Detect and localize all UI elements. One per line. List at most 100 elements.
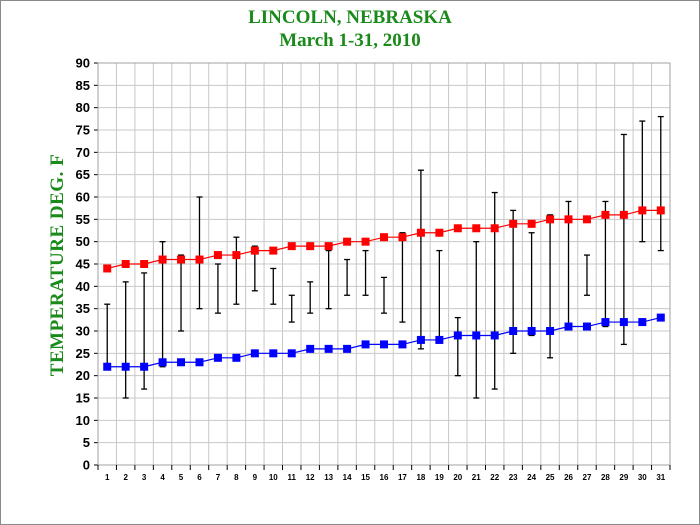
x-tick-label: 7	[216, 473, 221, 482]
x-tick-label: 21	[472, 473, 481, 482]
y-tick-label: 75	[76, 123, 90, 138]
observed-range-bar	[417, 169, 424, 350]
series-point	[250, 246, 259, 255]
x-tick-label: 5	[179, 473, 184, 482]
series-point	[343, 344, 352, 353]
y-tick-label: 60	[76, 190, 90, 205]
series-point	[306, 242, 315, 251]
series-lines	[103, 206, 665, 371]
series-point	[195, 255, 204, 264]
series-point	[269, 246, 278, 255]
series-point	[509, 327, 518, 335]
series-point	[582, 322, 591, 331]
x-tick-label: 14	[343, 473, 352, 482]
series-point	[416, 228, 425, 237]
y-tick-label: 10	[76, 413, 90, 428]
series-red	[103, 206, 665, 273]
series-point	[398, 340, 407, 349]
series-point	[638, 318, 647, 327]
y-tick-label: 80	[76, 100, 90, 115]
observed-range-bar	[233, 236, 240, 305]
series-point	[601, 318, 610, 327]
y-tick-label: 90	[76, 56, 90, 71]
x-tick-label: 10	[269, 473, 278, 482]
series-point	[213, 353, 222, 362]
series-point	[582, 215, 591, 224]
series-point	[546, 327, 555, 335]
series-point	[435, 228, 444, 237]
series-point	[490, 331, 499, 340]
observed-range-bar	[639, 120, 646, 243]
x-tick-label: 2	[123, 473, 128, 482]
series-point	[416, 335, 425, 344]
y-tick-label: 30	[76, 324, 90, 339]
observed-range-bar	[307, 281, 314, 314]
series-point	[140, 362, 149, 371]
x-tick-label: 18	[416, 473, 425, 482]
series-point	[656, 206, 665, 215]
series-point	[527, 327, 536, 335]
x-tick-label: 31	[656, 473, 665, 482]
series-point	[177, 358, 186, 367]
series-point	[472, 224, 481, 233]
y-tick-label: 50	[76, 234, 90, 249]
series-point	[619, 318, 628, 327]
x-tick-label: 19	[435, 473, 444, 482]
series-point	[472, 331, 481, 340]
y-tick-label: 65	[76, 167, 90, 182]
series-point	[361, 237, 370, 246]
series-point	[453, 224, 462, 233]
x-tick-label: 20	[453, 473, 462, 482]
x-tick-label: 22	[490, 473, 499, 482]
observed-range-bar	[602, 200, 609, 328]
x-tick-label: 28	[601, 473, 610, 482]
observed-range-bar	[288, 294, 295, 323]
series-point	[509, 219, 518, 228]
observed-range-bar	[583, 254, 590, 296]
series-point	[250, 349, 259, 358]
x-tick-label: 9	[253, 473, 258, 482]
observed-range-bar	[325, 249, 332, 310]
observed-range-bar	[362, 249, 369, 296]
series-point	[306, 344, 315, 353]
y-tick-label: 25	[76, 346, 90, 361]
series-point	[380, 340, 388, 349]
y-tick-label: 45	[76, 257, 90, 272]
series-point	[232, 353, 241, 362]
series-point	[619, 210, 628, 219]
y-tick-label: 5	[83, 435, 90, 450]
observed-range-bar	[270, 267, 277, 305]
series-point	[140, 260, 149, 268]
series-point	[453, 331, 462, 340]
x-tick-label: 8	[234, 473, 239, 482]
x-tick-label: 3	[142, 473, 147, 482]
x-tick-label: 29	[619, 473, 628, 482]
observed-range-bar	[122, 281, 129, 399]
x-tick-label: 6	[197, 473, 202, 482]
series-blue	[103, 313, 665, 371]
x-tick-label: 30	[638, 473, 647, 482]
observed-range-bar	[620, 133, 627, 346]
series-point	[195, 358, 204, 367]
series-point	[158, 358, 167, 367]
x-tick-label: 25	[546, 473, 555, 482]
series-point	[656, 313, 665, 322]
x-tick-label: 15	[361, 473, 370, 482]
series-point	[564, 322, 573, 331]
y-tick-label: 35	[76, 301, 90, 316]
observed-range-bar	[381, 276, 387, 314]
y-tick-label: 70	[76, 145, 90, 160]
y-tick-label: 0	[83, 458, 90, 473]
series-point	[213, 251, 222, 260]
series-point	[121, 362, 130, 371]
series-point	[361, 340, 370, 349]
series-point	[324, 242, 333, 251]
series-point	[324, 344, 333, 353]
series-point	[564, 215, 573, 224]
chart-title-line: LINCOLN, NEBRASKA	[248, 7, 452, 28]
plot-border	[97, 62, 671, 466]
observed-range-bar	[473, 241, 480, 399]
series-point	[546, 215, 555, 224]
y-tick-label: 20	[76, 368, 90, 383]
